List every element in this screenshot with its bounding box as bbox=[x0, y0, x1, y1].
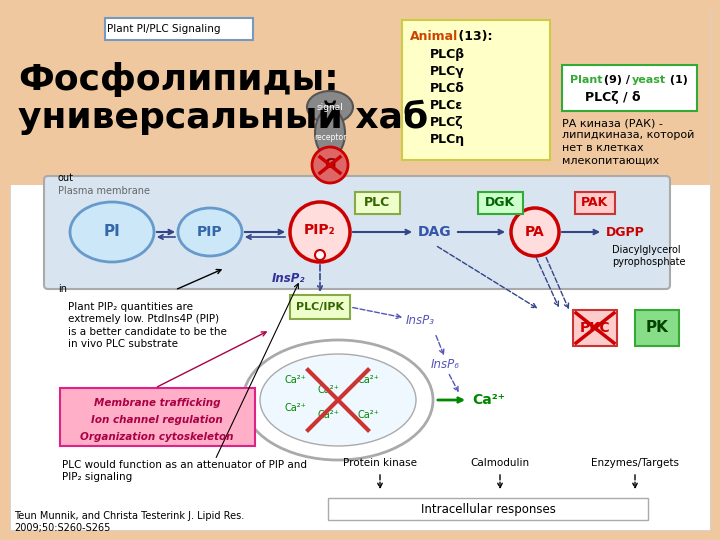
Text: in: in bbox=[58, 284, 67, 294]
Text: Ca²⁺: Ca²⁺ bbox=[472, 393, 505, 407]
Text: PK: PK bbox=[646, 321, 668, 335]
FancyBboxPatch shape bbox=[44, 176, 670, 289]
Text: DGK: DGK bbox=[485, 197, 515, 210]
Ellipse shape bbox=[260, 354, 416, 446]
Text: Membrane trafficking: Membrane trafficking bbox=[94, 398, 220, 408]
Text: Ca²⁺: Ca²⁺ bbox=[284, 403, 306, 413]
Text: (9) /: (9) / bbox=[600, 75, 634, 85]
Text: PI: PI bbox=[104, 225, 120, 240]
Bar bbox=[355, 192, 400, 214]
Text: DGPP: DGPP bbox=[606, 226, 644, 239]
Text: PAK: PAK bbox=[581, 197, 608, 210]
Bar bbox=[562, 65, 697, 111]
Text: Plant PI/PLC Signaling: Plant PI/PLC Signaling bbox=[107, 24, 220, 34]
Text: InsP₂: InsP₂ bbox=[271, 272, 305, 285]
Circle shape bbox=[315, 250, 325, 260]
Text: Organization cytoskeleton: Organization cytoskeleton bbox=[80, 432, 234, 442]
Text: out: out bbox=[58, 173, 74, 183]
Text: Enzymes/Targets: Enzymes/Targets bbox=[591, 458, 679, 468]
Text: РА киназа (РАК) -
липидкиназа, которой
нет в клетках
млекопитающих: РА киназа (РАК) - липидкиназа, которой н… bbox=[562, 118, 694, 165]
Text: Ca²⁺: Ca²⁺ bbox=[357, 375, 379, 385]
Ellipse shape bbox=[70, 202, 154, 262]
Text: Plasma membrane: Plasma membrane bbox=[58, 186, 150, 196]
Text: DAG: DAG bbox=[418, 225, 452, 239]
Text: (1): (1) bbox=[666, 75, 688, 85]
Bar bbox=[575, 192, 615, 214]
Text: Ca²⁺: Ca²⁺ bbox=[284, 375, 306, 385]
Text: PLCε: PLCε bbox=[430, 99, 463, 112]
Text: PKC: PKC bbox=[580, 321, 611, 335]
Text: PIP: PIP bbox=[197, 225, 222, 239]
Text: PLCβ: PLCβ bbox=[430, 48, 465, 61]
Text: Ion channel regulation: Ion channel regulation bbox=[91, 415, 223, 425]
Ellipse shape bbox=[315, 109, 345, 157]
Text: Diacylglycerol
pyrophosphate: Diacylglycerol pyrophosphate bbox=[612, 245, 685, 267]
Text: receptor: receptor bbox=[314, 133, 346, 143]
Bar bbox=[10, 10, 710, 185]
Text: yeast: yeast bbox=[632, 75, 666, 85]
Text: Intracellular responses: Intracellular responses bbox=[420, 503, 555, 516]
Text: PLCζ / δ: PLCζ / δ bbox=[585, 91, 641, 104]
Text: PLCη: PLCη bbox=[430, 133, 465, 146]
Text: Ca²⁺: Ca²⁺ bbox=[317, 385, 339, 395]
Text: PA: PA bbox=[525, 225, 545, 239]
Text: PLCγ: PLCγ bbox=[430, 65, 464, 78]
Text: signal: signal bbox=[317, 103, 343, 111]
Text: Plant PIP₂ quantities are
extremely low. PtdIns4P (PIP)
is a better candidate to: Plant PIP₂ quantities are extremely low.… bbox=[68, 302, 227, 349]
Bar bbox=[573, 310, 617, 346]
Circle shape bbox=[511, 208, 559, 256]
Text: InsP₃: InsP₃ bbox=[405, 314, 434, 327]
Text: InsP₆: InsP₆ bbox=[431, 359, 459, 372]
Bar bbox=[60, 388, 255, 446]
Bar bbox=[328, 498, 648, 520]
Ellipse shape bbox=[307, 91, 353, 123]
Bar bbox=[478, 192, 523, 214]
Text: G: G bbox=[324, 157, 336, 171]
Text: PLC/IPK: PLC/IPK bbox=[296, 302, 344, 312]
Circle shape bbox=[312, 147, 348, 183]
Bar bbox=[290, 295, 350, 319]
Text: PIP₂: PIP₂ bbox=[304, 223, 336, 237]
Text: Plant: Plant bbox=[570, 75, 603, 85]
Text: Calmodulin: Calmodulin bbox=[470, 458, 530, 468]
Text: Фосфолипиды:
универсальный хаб: Фосфолипиды: универсальный хаб bbox=[18, 62, 428, 135]
Text: Ca²⁺: Ca²⁺ bbox=[317, 410, 339, 420]
Text: Animal: Animal bbox=[410, 30, 458, 43]
Ellipse shape bbox=[243, 340, 433, 460]
Bar bbox=[105, 18, 253, 40]
Bar bbox=[402, 20, 550, 160]
Text: Protein kinase: Protein kinase bbox=[343, 458, 417, 468]
Text: PLC: PLC bbox=[364, 197, 390, 210]
Text: Teun Munnik, and Christa Testerink J. Lipid Res.
2009;50:S260-S265: Teun Munnik, and Christa Testerink J. Li… bbox=[14, 511, 244, 533]
Text: PLC would function as an attenuator of PIP and
PIP₂ signaling: PLC would function as an attenuator of P… bbox=[62, 460, 307, 482]
Bar bbox=[635, 310, 679, 346]
Text: PLCζ: PLCζ bbox=[430, 116, 464, 129]
Text: (13):: (13): bbox=[454, 30, 492, 43]
Circle shape bbox=[290, 202, 350, 262]
Ellipse shape bbox=[178, 208, 242, 256]
Text: PLCδ: PLCδ bbox=[430, 82, 464, 95]
Text: Ca²⁺: Ca²⁺ bbox=[357, 410, 379, 420]
